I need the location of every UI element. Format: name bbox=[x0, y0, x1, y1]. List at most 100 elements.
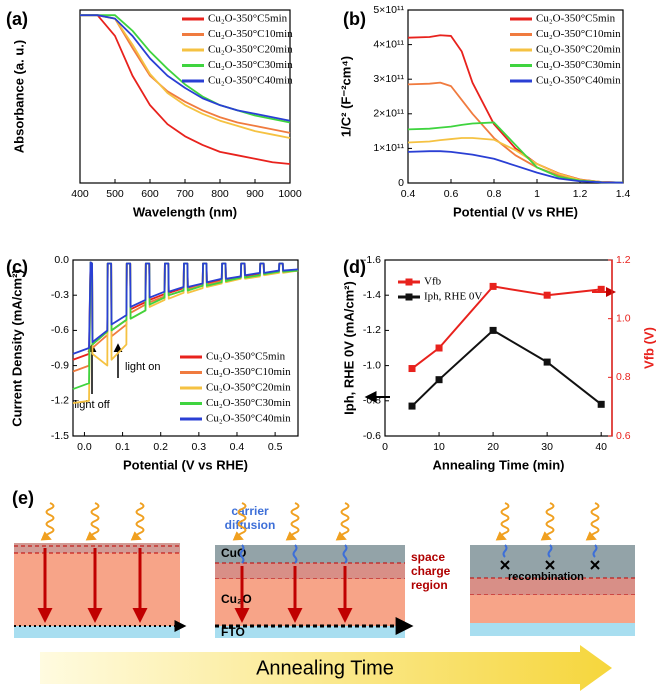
cu2o-layer bbox=[14, 546, 180, 626]
photon bbox=[239, 544, 245, 564]
series-line bbox=[80, 14, 291, 124]
series-line bbox=[80, 14, 291, 165]
data-point bbox=[435, 376, 443, 384]
x-tick-label: 0.6 bbox=[444, 188, 459, 200]
legend-marker bbox=[405, 293, 413, 301]
photon bbox=[342, 544, 348, 564]
scr-layer bbox=[215, 563, 405, 579]
x-tick-label: 0.3 bbox=[192, 441, 207, 453]
y-axis-label: 1/C² (F⁻²cm⁴) bbox=[338, 56, 353, 137]
legend-label: Cu₂O-350°C5min bbox=[206, 351, 286, 363]
x-tick-label: 600 bbox=[141, 188, 159, 200]
x-tick-label: 40 bbox=[595, 441, 607, 453]
x-tick-label: 1.2 bbox=[573, 188, 588, 200]
time-arrow-label: Annealing Time bbox=[256, 657, 394, 679]
legend-label: Cu₂O-350°C30min bbox=[536, 59, 621, 71]
data-point bbox=[435, 344, 443, 352]
y-tick-label: 1×10¹¹ bbox=[373, 142, 404, 154]
fto-layer bbox=[215, 626, 405, 638]
x-axis-label: Wavelength (nm) bbox=[133, 204, 237, 219]
y-axis-label: Absorbance (a. u.) bbox=[11, 40, 26, 153]
legend-label: Iph, RHE 0V bbox=[424, 291, 482, 303]
x-tick-label: 20 bbox=[487, 441, 499, 453]
photon bbox=[335, 502, 350, 541]
annotation: light on bbox=[125, 361, 160, 373]
photon bbox=[285, 502, 300, 541]
legend-label: Cu₂O-350°C20min bbox=[206, 382, 291, 394]
fto-layer bbox=[14, 626, 180, 638]
x-axis-label: Potential (V vs RHE) bbox=[123, 457, 248, 472]
y-tick-label: 3×10¹¹ bbox=[373, 73, 404, 85]
plot-frame bbox=[407, 9, 624, 184]
data-point bbox=[489, 282, 497, 290]
carrier-label: diffusion bbox=[225, 518, 276, 532]
panel-label: (d) bbox=[343, 257, 366, 277]
y-tick-label: -0.9 bbox=[51, 359, 69, 371]
y-tick-label: 0.0 bbox=[54, 254, 69, 266]
y2-tick-label: 0.8 bbox=[616, 371, 631, 383]
x-tick-label: 0.4 bbox=[230, 441, 245, 453]
photon bbox=[540, 502, 555, 541]
layer-label: CuO bbox=[221, 546, 246, 560]
time-arrow bbox=[40, 645, 612, 691]
data-point bbox=[597, 400, 605, 408]
recombination-label: recombination bbox=[508, 571, 584, 583]
legend-label: Cu₂O-350°C5min bbox=[536, 13, 616, 25]
scr-layer bbox=[14, 543, 180, 553]
y-axis-label: Iph, RHE 0V (mA/cm²) bbox=[341, 281, 356, 415]
legend-label: Cu₂O-350°C30min bbox=[208, 59, 293, 71]
layer-label: FTO bbox=[221, 625, 245, 639]
x-tick-label: 10 bbox=[433, 441, 445, 453]
y-tick-label: -0.8 bbox=[363, 395, 381, 407]
legend-label: Cu₂O-350°C20min bbox=[208, 44, 293, 56]
legend-label: Vfb bbox=[424, 276, 442, 288]
photon bbox=[547, 544, 553, 558]
scr-layer bbox=[470, 578, 635, 595]
series-line bbox=[407, 81, 624, 184]
y-tick-label: -1.5 bbox=[51, 430, 69, 442]
carrier-label: carrier bbox=[231, 504, 269, 518]
x-tick-label: 0.5 bbox=[268, 441, 283, 453]
photon bbox=[85, 502, 100, 541]
layer-label: Cu₂O bbox=[221, 592, 252, 606]
plot-frame bbox=[72, 259, 299, 437]
y2-tick-label: 1.2 bbox=[616, 254, 631, 266]
legend-label: Cu₂O-350°C30min bbox=[206, 397, 291, 409]
photon bbox=[585, 502, 600, 541]
legend-label: Cu₂O-350°C20min bbox=[536, 44, 621, 56]
data-point bbox=[408, 365, 416, 373]
data-point bbox=[489, 326, 497, 334]
y2-axis-label: Vfb (V) bbox=[641, 327, 656, 369]
x-tick-label: 0.4 bbox=[401, 188, 416, 200]
y-tick-label: -0.6 bbox=[51, 324, 69, 336]
y-tick-label: -0.3 bbox=[51, 289, 69, 301]
y-axis-label: Current Density (mA/cm²) bbox=[9, 269, 24, 426]
photon bbox=[495, 502, 510, 541]
scr-label: space bbox=[411, 550, 445, 564]
cuo-layer bbox=[215, 545, 405, 565]
series-line bbox=[407, 34, 624, 184]
series-line bbox=[411, 329, 602, 407]
x-tick-label: 0.2 bbox=[153, 441, 168, 453]
x-tick-label: 30 bbox=[541, 441, 553, 453]
photon bbox=[40, 502, 55, 541]
y2-tick-label: 1.0 bbox=[616, 312, 631, 324]
annotation: light off bbox=[74, 399, 110, 411]
y-tick-label: 2×10¹¹ bbox=[373, 108, 404, 120]
legend-label: Cu₂O-350°C10min bbox=[536, 28, 621, 40]
data-point bbox=[597, 285, 605, 293]
panel-label: (c) bbox=[6, 257, 28, 277]
photon bbox=[130, 502, 145, 541]
legend-label: Cu₂O-350°C40min bbox=[206, 413, 291, 425]
x-tick-label: 1 bbox=[534, 188, 540, 200]
y-tick-label: -1.2 bbox=[51, 395, 69, 407]
x-tick-label: 500 bbox=[106, 188, 124, 200]
x-tick-label: 0.1 bbox=[115, 441, 130, 453]
y-tick-label: -1.0 bbox=[363, 359, 381, 371]
data-point bbox=[543, 291, 551, 299]
x-axis-label: Annealing Time (min) bbox=[433, 457, 565, 472]
legend-label: Cu₂O-350°C10min bbox=[208, 28, 293, 40]
diagram: (e) CuO Cu₂O FTO carrier diffusion space… bbox=[12, 488, 635, 691]
x-tick-label: 1000 bbox=[278, 188, 302, 200]
